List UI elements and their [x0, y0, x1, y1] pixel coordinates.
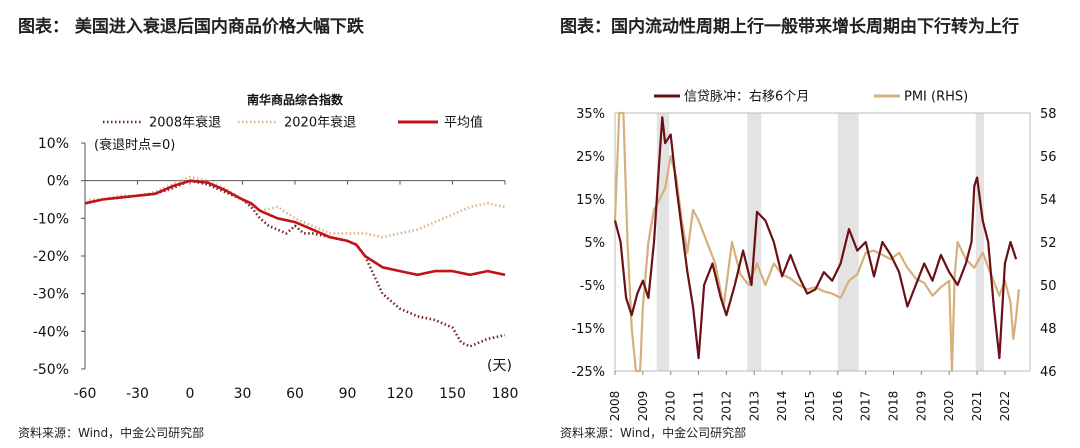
- x-tick-label: 2008: [608, 391, 622, 422]
- y-tick-label: 10%: [38, 136, 69, 152]
- y-left-tick-label: 5%: [584, 236, 605, 251]
- legend-label-2: 2020年衰退: [284, 115, 356, 131]
- x-tick-label: 2016: [831, 391, 845, 422]
- x-tick-label: 0: [186, 386, 195, 402]
- y-tick-label: -50%: [33, 362, 69, 378]
- right-chart-svg: 35% 25% 15% 5% -5% -15% -25% 58 56 54 52 50 48 46 2008…: [571, 90, 1057, 422]
- x-tick-label: 2009: [636, 391, 650, 422]
- y-left-tick-label: 15%: [576, 193, 605, 208]
- x-tick-label: 2012: [719, 391, 733, 422]
- y-left-tick-label: -5%: [580, 279, 605, 294]
- shaded-period: [837, 113, 859, 371]
- series-line-2: [85, 175, 506, 239]
- series-line-1: [84, 179, 506, 348]
- y-right-tick-label: 56: [1040, 150, 1057, 165]
- y-right-tick-label: 52: [1040, 236, 1057, 251]
- y-left-tick-label: 35%: [576, 107, 605, 122]
- x-tick-label: 2019: [914, 391, 928, 422]
- x-tick-label: 60: [286, 386, 304, 402]
- series-line-3: [84, 179, 506, 277]
- x-tick-label: -30: [126, 386, 149, 402]
- left-chart-panel: 图表： 美国进入衰退后国内商品价格大幅下跌 南华商品综合指数 2008年衰退 202…: [18, 17, 519, 440]
- legend-label-1: 2008年衰退: [149, 115, 221, 131]
- right-chart-source: 资料来源：Wind，中金公司研究部: [560, 426, 747, 440]
- right-chart-title: 图表：国内流动性周期上行一般带来增长周期由下行转为上行: [560, 17, 1019, 37]
- x-tick-label: 2010: [664, 391, 678, 422]
- y-right-tick-label: 54: [1040, 193, 1057, 208]
- x-tick-label: 2020: [942, 391, 956, 422]
- y-tick-label: -20%: [33, 249, 69, 265]
- left-chart-inner-title: 南华商品综合指数: [247, 92, 344, 107]
- x-tick-label: 2015: [803, 391, 817, 422]
- y-right-tick-label: 48: [1040, 322, 1057, 337]
- left-chart-title: 图表： 美国进入衰退后国内商品价格大幅下跌: [18, 17, 364, 37]
- left-chart-source: 资料来源：Wind，中金公司研究部: [18, 426, 205, 440]
- x-tick-label: 90: [339, 386, 357, 402]
- x-tick-label: 2011: [692, 391, 706, 422]
- y-left-tick-label: 25%: [576, 150, 605, 165]
- y-right-tick-label: 58: [1040, 107, 1057, 122]
- x-tick-label: 2014: [775, 391, 789, 422]
- x-tick-label: 2018: [887, 391, 901, 422]
- recession-annotation: (衰退时点=0): [94, 137, 175, 153]
- x-tick-label: 120: [387, 386, 414, 402]
- legend-label-2: PMI (RHS): [904, 90, 968, 105]
- plot-frame: [614, 112, 1031, 372]
- x-tick-label: -60: [74, 386, 97, 402]
- x-tick-label: 180: [492, 386, 519, 402]
- y-tick-label: -40%: [33, 324, 69, 340]
- series-line-2: [613, 111, 1020, 373]
- x-tick-label: 150: [439, 386, 466, 402]
- x-tick-label: 2022: [998, 391, 1012, 422]
- y-left-tick-label: -15%: [571, 322, 605, 337]
- y-left-tick-label: -25%: [571, 365, 605, 380]
- y-right-tick-label: 46: [1040, 365, 1057, 380]
- legend-label-1: 信贷脉冲：右移6个月: [684, 90, 809, 105]
- legend-label-3: 平均值: [444, 115, 483, 131]
- x-axis-unit-label: (天): [487, 358, 512, 374]
- y-right-tick-label: 50: [1040, 279, 1057, 294]
- y-tick-label: 0%: [47, 174, 69, 190]
- shaded-period: [975, 113, 985, 371]
- x-tick-label: 30: [234, 386, 252, 402]
- left-chart-svg: 南华商品综合指数 2008年衰退 2020年衰退 平均值 (衰退时点=0) 10% 0% -1…: [33, 92, 519, 402]
- shaded-period: [656, 113, 670, 371]
- right-chart-panel: 图表：国内流动性周期上行一般带来增长周期由下行转为上行 35% 25% 15% 5% -…: [540, 0, 1080, 448]
- y-tick-label: -30%: [33, 287, 69, 303]
- x-tick-label: 2013: [747, 391, 761, 422]
- x-tick-label: 2017: [859, 391, 873, 422]
- series-line-1: [613, 116, 1018, 360]
- x-tick-label: 2021: [970, 391, 984, 422]
- y-tick-label: -10%: [33, 211, 69, 227]
